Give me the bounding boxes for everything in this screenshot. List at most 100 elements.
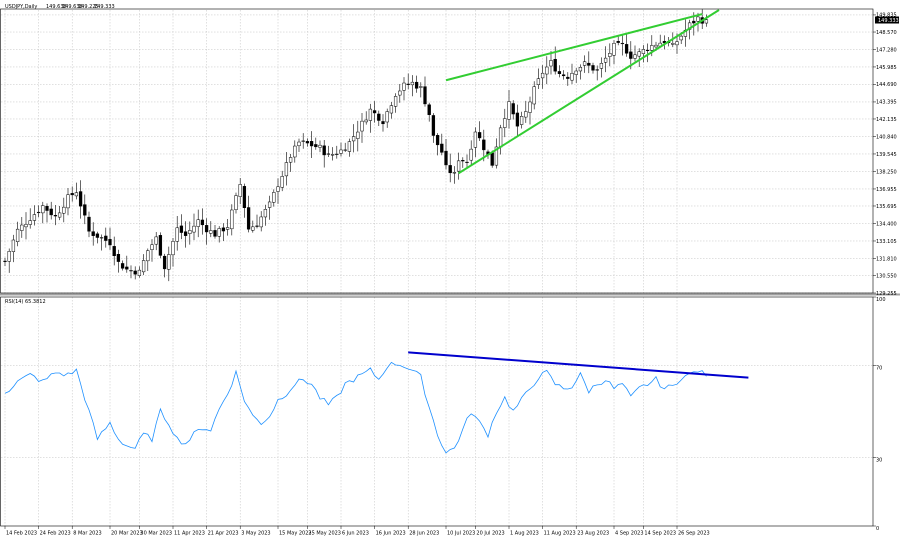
- candle: [549, 50, 553, 75]
- candle-body: [36, 211, 41, 214]
- candle-body: [431, 115, 436, 136]
- candle: [175, 215, 179, 251]
- candle: [120, 260, 125, 271]
- candle: [360, 112, 364, 143]
- candle-body: [435, 135, 440, 146]
- candle: [570, 63, 574, 85]
- candle: [196, 209, 200, 238]
- candle: [603, 46, 608, 73]
- candle: [482, 129, 486, 162]
- candle: [406, 73, 410, 90]
- candle: [402, 77, 406, 101]
- candle: [574, 67, 578, 84]
- candle: [356, 120, 360, 152]
- header-low: 149.225: [78, 4, 99, 10]
- candle: [452, 166, 457, 184]
- candle-body: [515, 112, 520, 127]
- candle-body: [595, 69, 599, 71]
- candle: [389, 101, 394, 119]
- candle: [599, 57, 604, 78]
- candle-body: [20, 224, 24, 231]
- candle-body: [381, 121, 385, 125]
- candle-body: [200, 219, 205, 226]
- candle-body: [528, 101, 532, 113]
- candle: [87, 211, 91, 238]
- candle: [78, 180, 83, 219]
- candle-body: [616, 41, 620, 43]
- candle: [11, 234, 16, 263]
- candle-body: [645, 49, 650, 52]
- header-close: 149.333: [94, 4, 115, 10]
- candle-body: [276, 186, 280, 192]
- time-tick-label: 25 May 2023: [308, 531, 341, 537]
- candle: [582, 55, 587, 73]
- time-tick-label: 26 Sep 2023: [678, 531, 710, 537]
- candle: [3, 257, 7, 267]
- candle-body: [251, 226, 255, 231]
- candle-body: [393, 96, 398, 107]
- time-tick-label: 6 Jun 2023: [342, 531, 369, 537]
- candle-body: [549, 60, 553, 67]
- candle-body: [385, 111, 389, 123]
- price-tick-label: 133.105: [876, 239, 897, 245]
- candle-body: [41, 205, 45, 214]
- candle: [162, 253, 167, 278]
- candle-body: [322, 145, 326, 156]
- candle-body: [158, 235, 163, 256]
- candle: [528, 96, 532, 125]
- candle-body: [704, 19, 709, 24]
- price-tick-label: 134.400: [876, 221, 897, 227]
- candle-body: [448, 165, 452, 174]
- candle-body: [566, 76, 570, 79]
- time-tick-label: 11 Apr 2023: [174, 531, 205, 537]
- candle: [137, 266, 142, 278]
- candle-body: [167, 254, 171, 270]
- candle: [150, 239, 154, 262]
- candle-body: [532, 86, 536, 105]
- candle-body: [301, 140, 305, 142]
- candle: [146, 248, 150, 272]
- candle-body: [427, 104, 431, 115]
- candle-body: [624, 44, 629, 54]
- candle: [465, 154, 469, 168]
- candle-body: [561, 74, 566, 77]
- candle: [633, 45, 637, 62]
- header-open: 149.638: [46, 4, 67, 10]
- price-tick-label: 144.690: [876, 82, 897, 88]
- candle: [624, 33, 629, 57]
- candle-body: [587, 62, 591, 66]
- time-tick-label: 20 Mar 2023: [111, 531, 143, 537]
- candle-body: [591, 65, 595, 71]
- candle: [339, 142, 343, 157]
- candle-body: [570, 72, 574, 81]
- rsi-title: RSI(14) 65.3812: [5, 299, 46, 305]
- rsi-grid: [1, 365, 873, 458]
- candle-body: [49, 208, 53, 216]
- candle: [314, 137, 318, 150]
- time-tick-label: 16 Jun 2023: [376, 531, 406, 537]
- candle-body: [234, 195, 238, 210]
- candle: [238, 178, 242, 205]
- candle-body: [179, 225, 184, 233]
- candle: [587, 51, 591, 74]
- wedge-trendline: [458, 9, 720, 175]
- candle: [24, 212, 28, 240]
- price-tick-label: 149.835: [876, 13, 897, 19]
- rsi-axis: 0 30 70 100: [873, 296, 886, 532]
- price-panel-border: [0, 8, 874, 294]
- candle: [368, 103, 373, 133]
- candle-body: [498, 127, 503, 148]
- candle-body: [339, 149, 343, 154]
- candle-body: [637, 51, 641, 57]
- candle-body: [335, 153, 339, 155]
- candle-body: [368, 108, 373, 121]
- candle-body: [620, 42, 625, 45]
- candle: [179, 214, 184, 240]
- candle-body: [83, 204, 87, 216]
- candle: [272, 189, 276, 207]
- candle: [515, 104, 520, 137]
- candle: [171, 237, 175, 267]
- candle: [116, 249, 121, 273]
- candle: [280, 170, 284, 192]
- candle-body: [280, 176, 284, 188]
